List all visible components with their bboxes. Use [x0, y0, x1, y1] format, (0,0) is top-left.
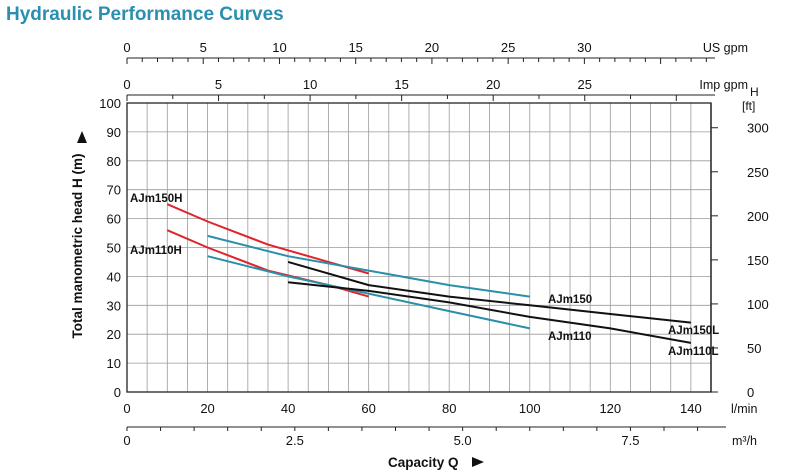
- series-label-ajm110h: AJm110H: [130, 245, 182, 257]
- us-gpm-axis-tick-label: 5: [200, 40, 207, 55]
- axis-labels: Capacity Q Total manometric head H (m): [70, 131, 484, 470]
- right-tick-label: 150: [747, 253, 769, 268]
- imp-gpm-axis-unit-label: Imp gpm: [699, 78, 748, 92]
- series-line-ajm110l: [287, 281, 692, 344]
- chart-title: Hydraulic Performance Curves: [6, 4, 284, 25]
- y-tick-label: 70: [107, 183, 121, 198]
- x-unit-label: l/min: [731, 402, 757, 416]
- y-tick-label: 40: [107, 269, 121, 284]
- us-gpm-axis-tick-label: 20: [425, 40, 439, 55]
- y-axis-arrow: [77, 131, 87, 143]
- x-tick-label: 120: [599, 401, 621, 416]
- right-tick-label: 100: [747, 297, 769, 312]
- series-label-ajm150h: AJm150H: [130, 193, 182, 205]
- y-tick-label: 30: [107, 298, 121, 313]
- x-tick-label: 0: [123, 401, 130, 416]
- series-label-ajm150l: AJm150L: [668, 325, 719, 337]
- us-gpm-axis-tick-label: 0: [123, 40, 130, 55]
- right-tick-label: 50: [747, 341, 761, 356]
- imp-gpm-axis-tick-label: 0: [123, 77, 130, 92]
- right-tick-label: 250: [747, 165, 769, 180]
- imp-gpm-axis-tick-label: 15: [394, 77, 408, 92]
- right-tick-label: 200: [747, 209, 769, 224]
- imp-gpm-axis-tick-label: 5: [215, 77, 222, 92]
- y-tick-label: 50: [107, 241, 121, 256]
- right-tick-label: 300: [747, 121, 769, 136]
- series-layer: AJm150H AJm110H AJm150 AJm110 AJm150L AJm110L: [130, 193, 719, 358]
- chart-grid: [126, 102, 712, 393]
- x-tick-label: 80: [442, 401, 456, 416]
- imp-gpm-axis-tick-label: 20: [486, 77, 500, 92]
- series-label-ajm110l: AJm110L: [668, 346, 719, 358]
- series-line-ajm150l: [287, 260, 692, 324]
- m3h-unit-label: m³/h: [732, 434, 757, 448]
- x-axis-arrow: [472, 457, 484, 467]
- us-gpm-axis-tick-label: 30: [577, 40, 591, 55]
- m3h-tick-label: 2.5: [286, 433, 304, 448]
- series-label-ajm110: AJm110: [548, 331, 591, 343]
- y-tick-label: 20: [107, 327, 121, 342]
- imp-gpm-axis-tick-label: 25: [578, 77, 592, 92]
- y-tick-label: 90: [107, 125, 121, 140]
- series-line-ajm150: [207, 234, 530, 298]
- top-axes: 0 5 10 15 20 25 30 US gpm 0 5 10 15 20 25 Imp gpm: [123, 40, 748, 101]
- x-tick-label: 140: [680, 401, 702, 416]
- m3h-tick-label: 7.5: [621, 433, 639, 448]
- us-gpm-axis-unit-label: US gpm: [703, 41, 748, 55]
- y-tick-label: 80: [107, 154, 121, 169]
- x-tick-label: 20: [200, 401, 214, 416]
- imp-gpm-axis-tick-label: 10: [303, 77, 317, 92]
- right-tick-label: 0: [747, 385, 754, 400]
- us-gpm-axis-tick-label: 25: [501, 40, 515, 55]
- x-axis-title: Capacity Q: [388, 455, 459, 470]
- y-tick-label: 10: [107, 356, 121, 371]
- x-tick-label: 100: [519, 401, 541, 416]
- m3h-tick-label: 0: [123, 433, 130, 448]
- x-tick-label: 60: [361, 401, 375, 416]
- y-axis-title: Total manometric head H (m): [70, 153, 85, 338]
- right-axis-unit: [ft]: [742, 99, 755, 113]
- right-axis-label: H: [750, 85, 759, 99]
- us-gpm-axis-tick-label: 10: [272, 40, 286, 55]
- x-tick-label: 40: [281, 401, 295, 416]
- y-tick-label: 100: [99, 96, 121, 111]
- chart-axes: 0 10 20 30 40 50 60 70 80 90 100 0 20 40 60 80 100 120 140…: [99, 85, 768, 448]
- series-line-ajm110: [207, 255, 531, 330]
- us-gpm-axis-tick-label: 15: [348, 40, 362, 55]
- y-tick-label: 60: [107, 212, 121, 227]
- series-label-ajm150: AJm150: [548, 294, 592, 306]
- m3h-tick-label: 5.0: [454, 433, 472, 448]
- y-tick-label: 0: [114, 385, 121, 400]
